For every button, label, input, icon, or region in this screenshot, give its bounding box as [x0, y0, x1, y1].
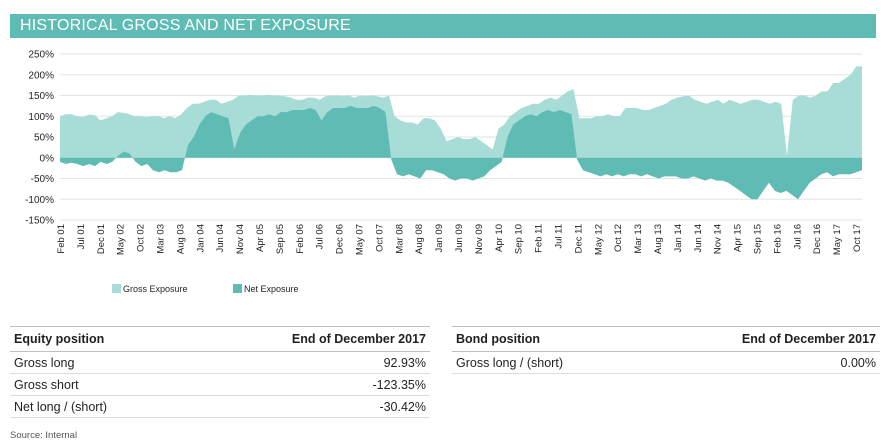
table-row: Gross long / (short) 0.00% — [452, 351, 880, 374]
exposure-chart: 250% 200% 150% 100% 50% 0% -50% -100% -150% Feb … — [25, 50, 863, 295]
row-value: -30.42% — [184, 395, 430, 418]
equity-position-table: Equity position End of December 2017 Gro… — [10, 326, 430, 418]
x-tick-label: Oct 12 — [613, 224, 624, 252]
y-tick-label: -150% — [25, 216, 54, 227]
equity-header-label: Equity position — [10, 326, 185, 352]
x-tick-label: Mar 08 — [394, 224, 405, 254]
y-tick-label: 0% — [40, 153, 55, 164]
bond-position-table: Bond position End of December 2017 Gross… — [452, 326, 880, 374]
net-exposure-area — [60, 105, 862, 200]
x-tick-label: Jun 14 — [693, 224, 704, 253]
x-tick-label: Feb 01 — [56, 224, 67, 254]
x-tick-label: Mar 13 — [633, 224, 644, 254]
x-tick-label: Aug 13 — [653, 224, 664, 254]
row-value: 0.00% — [643, 351, 880, 374]
x-tick-label: Mar 03 — [156, 224, 167, 254]
y-tick-label: 50% — [34, 133, 54, 144]
x-tick-label: Jan 04 — [195, 224, 206, 253]
x-tick-label: Jan 09 — [434, 224, 445, 253]
x-tick-label: Apr 05 — [255, 224, 266, 252]
table-row: Gross long 92.93% — [10, 351, 430, 374]
x-tick-label: Sep 15 — [753, 224, 764, 254]
x-tick-label: Apr 15 — [733, 224, 744, 252]
source-note: Source: Internal — [10, 430, 78, 441]
x-tick-label: Dec 01 — [96, 224, 107, 254]
x-tick-label: Nov 09 — [474, 224, 485, 254]
legend-label-net: Net Exposure — [244, 284, 299, 294]
equity-header-date: End of December 2017 — [184, 326, 430, 352]
bond-header-row: Bond position End of December 2017 — [452, 326, 880, 352]
x-tick-label: Sep 10 — [514, 224, 525, 254]
x-tick-label: Oct 17 — [852, 224, 863, 252]
bond-header-label: Bond position — [452, 326, 644, 352]
bond-header-date: End of December 2017 — [643, 326, 880, 352]
x-tick-label: Feb 11 — [534, 224, 545, 253]
gross-exposure-area — [60, 66, 862, 158]
legend-swatch-net — [233, 284, 242, 293]
x-tick-label: Aug 03 — [175, 224, 186, 254]
legend: Gross Exposure Net Exposure — [112, 284, 299, 294]
x-tick-label: Dec 11 — [573, 224, 584, 253]
row-value: 92.93% — [184, 351, 430, 374]
table-row: Gross short -123.35% — [10, 373, 430, 396]
row-label: Gross long — [10, 351, 185, 374]
x-tick-label: Jul 01 — [76, 224, 87, 249]
area-series — [60, 66, 862, 200]
row-value: -123.35% — [184, 373, 430, 396]
x-tick-label: May 07 — [355, 224, 366, 255]
chart-title: HISTORICAL GROSS AND NET EXPOSURE — [10, 14, 876, 38]
x-tick-label: May 17 — [832, 224, 843, 255]
x-tick-label: Jul 16 — [792, 224, 803, 249]
x-tick-label: Feb 06 — [295, 224, 306, 254]
legend-swatch-gross — [112, 284, 121, 293]
y-tick-label: 200% — [28, 70, 54, 81]
x-tick-label: Jun 09 — [454, 224, 465, 253]
row-label: Gross long / (short) — [452, 351, 644, 374]
x-tick-label: Oct 02 — [136, 224, 147, 252]
x-tick-label: Jan 14 — [673, 224, 684, 253]
x-tick-label: Aug 08 — [414, 224, 425, 254]
x-tick-label: May 12 — [593, 224, 604, 255]
x-tick-label: Oct 07 — [374, 224, 385, 252]
row-label: Gross short — [10, 373, 185, 396]
x-axis-ticks: Feb 01 Jul 01 Dec 01 May 02 Oct 02 Mar 03 Aug … — [56, 224, 863, 255]
x-tick-label: Jul 06 — [315, 224, 326, 249]
x-tick-label: Sep 05 — [275, 224, 286, 254]
x-tick-label: Jul 11 — [554, 224, 565, 249]
legend-label-gross: Gross Exposure — [123, 284, 188, 294]
x-tick-label: Nov 14 — [713, 224, 724, 254]
x-tick-label: Jun 04 — [215, 224, 226, 253]
y-tick-label: -50% — [31, 174, 54, 185]
x-tick-label: Apr 10 — [494, 224, 505, 252]
x-tick-label: May 02 — [116, 224, 127, 255]
x-tick-label: Dec 16 — [812, 224, 823, 254]
y-axis-ticks: 250% 200% 150% 100% 50% 0% -50% -100% -150% — [25, 50, 54, 227]
table-row: Net long / (short) -30.42% — [10, 395, 430, 418]
y-tick-label: 150% — [28, 91, 54, 102]
y-tick-label: 250% — [28, 50, 54, 61]
x-tick-label: Feb 16 — [772, 224, 783, 254]
row-label: Net long / (short) — [10, 395, 185, 418]
x-tick-label: Nov 04 — [235, 224, 246, 254]
y-tick-label: 100% — [28, 112, 54, 123]
equity-header-row: Equity position End of December 2017 — [10, 326, 430, 352]
x-tick-label: Dec 06 — [335, 224, 346, 254]
y-tick-label: -100% — [25, 195, 54, 206]
